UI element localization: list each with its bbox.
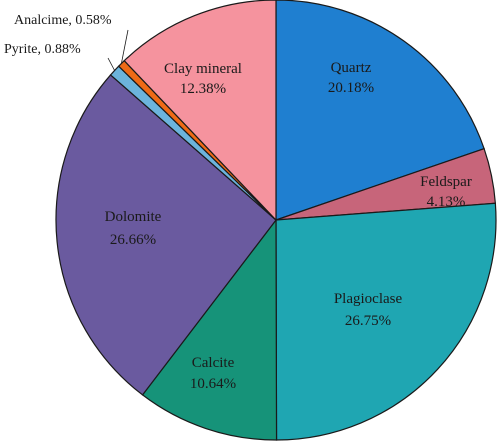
calcite-slice <box>141 218 278 441</box>
plagioclase-slice <box>275 202 497 441</box>
leader-lines <box>107 29 129 71</box>
feldspar-name-label: Feldspar <box>420 174 472 190</box>
calcite-value-label: 10.64% <box>190 376 236 392</box>
dolomite-name-label: Dolomite <box>105 209 162 225</box>
pyrite-label: Pyrite, 0.88% <box>4 42 81 57</box>
analcime-label: Analcime, 0.58% <box>14 13 112 28</box>
quartz-slice <box>275 0 485 221</box>
slice-labels: Quartz 20.18% Feldspar 4.13% Plagioclase… <box>4 13 472 392</box>
plagioclase-name-label: Plagioclase <box>334 291 403 307</box>
quartz-name-label: Quartz <box>331 60 372 76</box>
pyrite-leader-line <box>107 57 115 71</box>
quartz-value-label: 20.18% <box>328 80 374 96</box>
dolomite-value-label: 26.66% <box>110 232 156 248</box>
dolomite-slice <box>55 74 277 396</box>
clay-mineral-value-label: 12.38% <box>180 81 226 97</box>
pie-slices <box>55 0 497 441</box>
clay-mineral-name-label: Clay mineral <box>164 61 242 77</box>
calcite-name-label: Calcite <box>192 355 235 371</box>
feldspar-value-label: 4.13% <box>427 194 466 210</box>
analcime-leader-line <box>121 29 129 64</box>
plagioclase-value-label: 26.75% <box>345 313 391 329</box>
clay-mineral-slice <box>123 0 277 222</box>
